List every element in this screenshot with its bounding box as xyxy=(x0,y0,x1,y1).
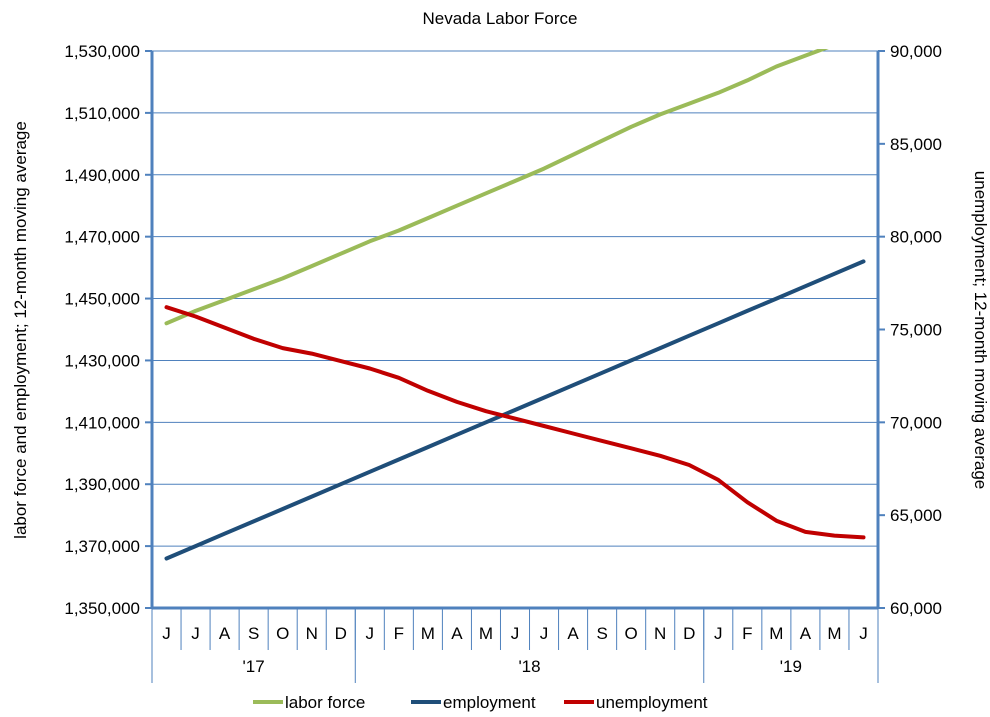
x-month-label: M xyxy=(769,624,783,643)
left-tick-label: 1,450,000 xyxy=(64,290,140,309)
legend-label: labor force xyxy=(285,693,365,712)
series-layer xyxy=(164,49,866,561)
x-month-label: J xyxy=(162,624,171,643)
right-tick-label: 65,000 xyxy=(890,506,942,525)
x-year-label: '17 xyxy=(243,657,265,676)
right-tick-label: 80,000 xyxy=(890,228,942,247)
series-line-employment xyxy=(164,259,866,561)
x-month-label: S xyxy=(596,624,607,643)
left-tick-label: 1,510,000 xyxy=(64,104,140,123)
series-line-unemployment xyxy=(164,305,866,540)
x-month-label: A xyxy=(219,624,231,643)
left-tick-label: 1,350,000 xyxy=(64,599,140,618)
left-tick-label: 1,530,000 xyxy=(64,42,140,61)
gridlines xyxy=(152,50,878,547)
x-month-label: M xyxy=(421,624,435,643)
right-tick-label: 90,000 xyxy=(890,42,942,61)
x-month-label: D xyxy=(683,624,695,643)
x-month-label: J xyxy=(714,624,723,643)
x-month-label: A xyxy=(567,624,579,643)
x-month-label: O xyxy=(625,624,638,643)
x-month-label: S xyxy=(248,624,259,643)
right-tick-label: 70,000 xyxy=(890,413,942,432)
series-line-labor-force xyxy=(164,49,829,326)
right-tick-label: 60,000 xyxy=(890,599,942,618)
left-axis-title: labor force and employment; 12-month mov… xyxy=(11,121,30,539)
x-year-label: '19 xyxy=(780,657,802,676)
right-tick-label: 75,000 xyxy=(890,321,942,340)
legend-item-labor-force: labor force xyxy=(253,693,365,712)
legend-label: unemployment xyxy=(596,693,708,712)
left-tick-label: 1,490,000 xyxy=(64,166,140,185)
chart-title: Nevada Labor Force xyxy=(423,9,578,28)
x-month-label: M xyxy=(479,624,493,643)
right-tick-label: 85,000 xyxy=(890,135,942,154)
x-month-label: F xyxy=(394,624,404,643)
left-tick-label: 1,370,000 xyxy=(64,537,140,556)
left-tick-label: 1,410,000 xyxy=(64,413,140,432)
right-axis-ticks: 60,000 65,000 70,000 75,000 80,000 85,000 90,0… xyxy=(878,42,942,618)
x-month-label: J xyxy=(366,624,375,643)
left-axis-ticks: 1,350,000 1,370,000 1,390,000 1,410,000 1,43… xyxy=(64,42,152,618)
x-month-label: A xyxy=(800,624,812,643)
left-tick-label: 1,390,000 xyxy=(64,475,140,494)
left-tick-label: 1,430,000 xyxy=(64,351,140,370)
x-month-label: J xyxy=(511,624,520,643)
x-axis: J J A S O N D J F M A M J J A S O N D J F M A M J'17'18'19 xyxy=(151,608,879,683)
x-month-label: J xyxy=(540,624,549,643)
x-month-label: A xyxy=(451,624,463,643)
x-month-label: N xyxy=(306,624,318,643)
x-month-label: J xyxy=(859,624,868,643)
x-month-label: O xyxy=(276,624,289,643)
x-year-label: '18 xyxy=(518,657,540,676)
legend-item-unemployment: unemployment xyxy=(564,693,708,712)
x-month-label: D xyxy=(335,624,347,643)
left-tick-label: 1,470,000 xyxy=(64,228,140,247)
x-month-label: N xyxy=(654,624,666,643)
legend-label: employment xyxy=(443,693,536,712)
x-month-label: M xyxy=(827,624,841,643)
legend: labor force employment unemployment xyxy=(253,693,708,712)
right-axis-title: unemployment; 12-month moving average xyxy=(971,171,990,489)
x-month-label: F xyxy=(742,624,752,643)
plot-frame xyxy=(150,51,880,610)
x-month-label: J xyxy=(191,624,200,643)
legend-item-employment: employment xyxy=(411,693,536,712)
